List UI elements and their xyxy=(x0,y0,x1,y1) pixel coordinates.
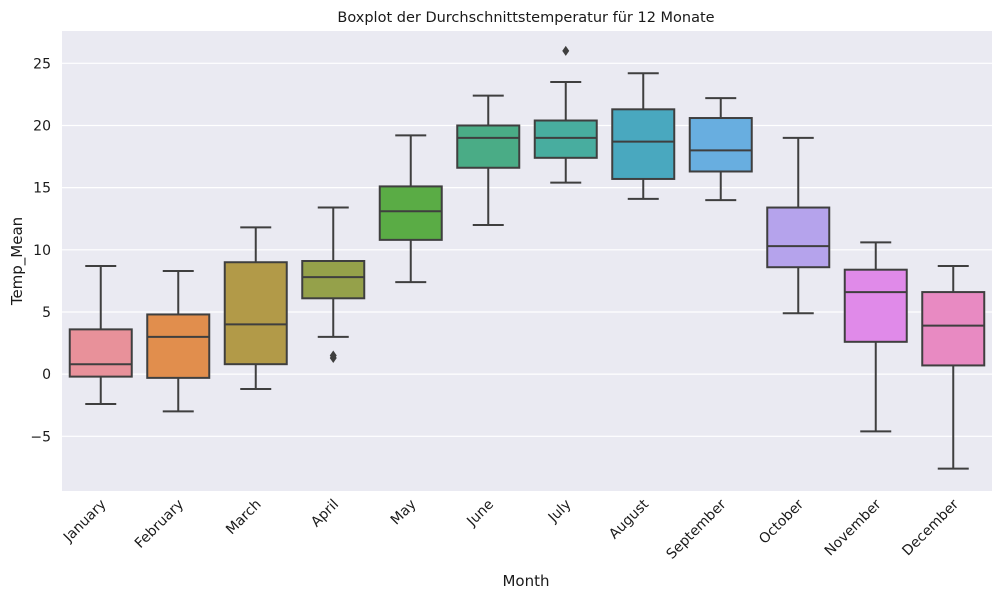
box-august xyxy=(611,72,676,200)
x-tick-label: January xyxy=(60,497,110,547)
x-tick-label: December xyxy=(899,496,962,559)
box-march xyxy=(223,226,288,391)
x-axis-label: Month xyxy=(502,572,549,590)
x-tick-label: March xyxy=(223,497,264,538)
box-september xyxy=(688,97,753,202)
x-tick-labels: January February March April May June July Augu… xyxy=(60,496,962,562)
box-body xyxy=(533,119,598,159)
x-tick-label: April xyxy=(308,497,342,531)
box-body xyxy=(301,260,366,300)
x-tick-label: August xyxy=(606,496,652,542)
plot-area xyxy=(62,31,992,491)
outlier-point xyxy=(329,350,337,361)
x-tick-label: September xyxy=(664,496,730,562)
x-tick-label: July xyxy=(545,497,575,527)
box-body xyxy=(611,108,676,180)
box-body xyxy=(921,291,986,367)
box-body xyxy=(146,313,211,379)
y-axis-label: Temp_Mean xyxy=(8,217,27,306)
box-february xyxy=(146,269,211,413)
x-tick-label: February xyxy=(132,497,187,552)
y-tick-label: −5 xyxy=(30,429,51,445)
box-body xyxy=(68,328,133,378)
box-body xyxy=(378,185,443,241)
y-tick-label: 15 xyxy=(33,181,51,197)
box-april xyxy=(301,206,366,363)
chart-title: Boxplot der Durchschnittstemperatur für … xyxy=(337,10,714,26)
x-tick-label: May xyxy=(388,497,420,529)
box-november xyxy=(843,241,908,433)
y-tick-labels: −5 0 5 10 15 20 25 xyxy=(30,56,51,445)
y-tick-label: 0 xyxy=(42,367,51,383)
x-tick-label: October xyxy=(756,496,807,547)
box-may xyxy=(378,134,443,284)
x-tick-label: June xyxy=(463,497,497,531)
box-body xyxy=(843,268,908,343)
x-tick-label: November xyxy=(822,496,885,559)
boxes xyxy=(68,45,986,470)
box-october xyxy=(766,136,831,315)
box-body xyxy=(688,117,753,173)
y-tick-label: 20 xyxy=(33,118,51,134)
y-tick-label: 10 xyxy=(33,243,51,259)
box-june xyxy=(456,94,521,226)
box-december xyxy=(921,264,986,470)
box-body xyxy=(456,124,521,169)
box-july xyxy=(533,45,598,184)
grid-lines xyxy=(62,62,992,437)
outlier-point xyxy=(562,45,570,56)
box-body xyxy=(223,261,288,366)
y-tick-label: 5 xyxy=(42,305,51,321)
y-tick-label: 25 xyxy=(33,56,51,72)
box-january xyxy=(68,264,133,405)
box-body xyxy=(766,206,831,269)
